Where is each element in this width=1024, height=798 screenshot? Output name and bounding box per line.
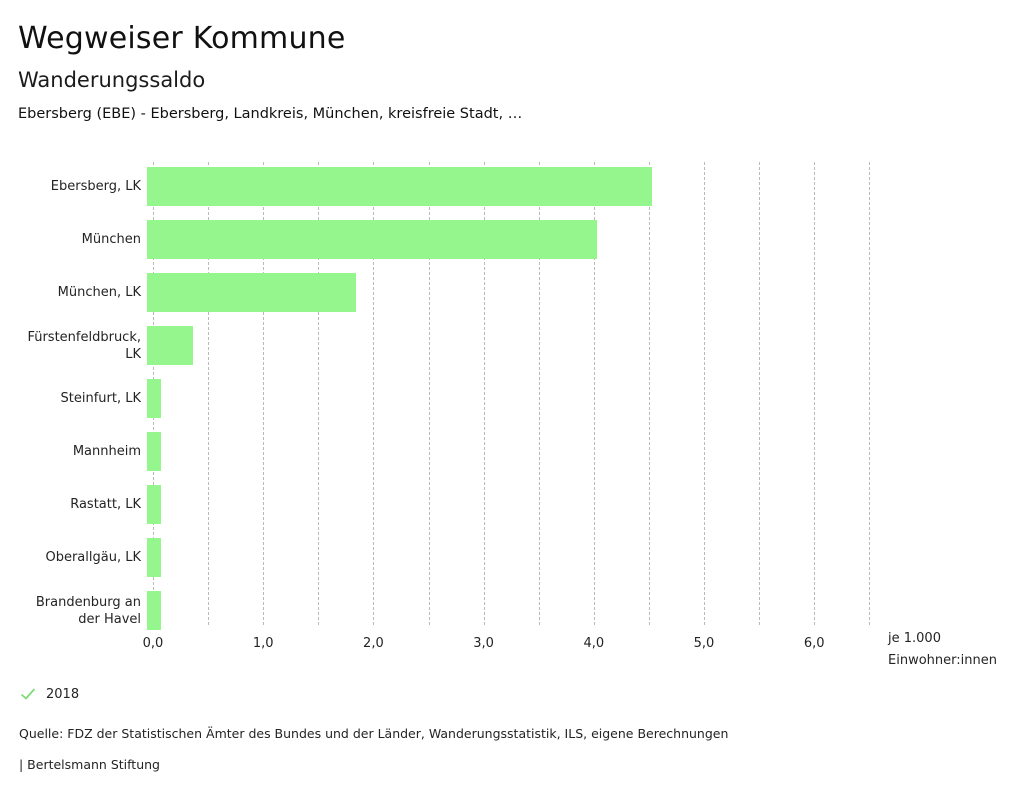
chart-bar[interactable] [147, 379, 162, 418]
chart-bar[interactable] [147, 167, 652, 206]
legend-series-label: 2018 [46, 686, 80, 702]
chart-bar-row: München [0, 213, 1024, 266]
chart-bar[interactable] [147, 591, 162, 630]
chart-bar[interactable] [147, 538, 162, 577]
chart-bar-row: Steinfurt, LK [0, 372, 1024, 425]
x-axis-tick-label: 1,0 [252, 636, 274, 651]
bar-track [147, 584, 1024, 637]
bar-track [147, 160, 1024, 213]
x-axis-tick-label: 3,0 [473, 636, 494, 651]
chart-header: Wegweiser Kommune Wanderungssaldo Ebersb… [18, 0, 1024, 123]
bar-category-label: Steinfurt, LK [60, 391, 142, 406]
chart-bar-row: Rastatt, LK [0, 478, 1024, 531]
check-icon [20, 686, 36, 702]
chart-bar-row: München, LK [0, 266, 1024, 319]
chart-legend[interactable]: 2018 [20, 686, 79, 702]
bar-track [147, 425, 1024, 478]
bar-category-label: München, LK [57, 285, 141, 300]
footer-publisher: | Bertelsmann Stiftung [19, 757, 160, 772]
chart-subtitle: Ebersberg (EBE) - Ebersberg, Landkreis, … [18, 106, 523, 122]
chart-bar[interactable] [147, 326, 194, 365]
x-axis-tick-label: 6,0 [803, 636, 825, 651]
chart-bar-row: Oberallgäu, LK [0, 531, 1024, 584]
chart-footer: Quelle: FDZ der Statistischen Ämter des … [19, 726, 728, 773]
bar-track [147, 478, 1024, 531]
footer-source: Quelle: FDZ der Statistischen Ämter des … [19, 726, 729, 741]
app-title: Wegweiser Kommune [18, 21, 346, 56]
bar-track [147, 266, 1024, 319]
bar-category-label: Mannheim [72, 444, 141, 459]
bar-track [147, 372, 1024, 425]
bar-track [147, 319, 1024, 372]
chart-bar-row: Brandenburg an der Havel [0, 584, 1024, 637]
chart-bar-row: Mannheim [0, 425, 1024, 478]
x-axis-tick-label: 5,0 [693, 636, 715, 651]
bar-category-label: Rastatt, LK [70, 497, 141, 512]
bar-track [147, 213, 1024, 266]
axis-unit-label: je 1.000 Einwohner:innen [888, 631, 997, 668]
chart-bar-row: Ebersberg, LK [0, 160, 1024, 213]
bar-category-label: Oberallgäu, LK [45, 550, 141, 565]
bar-category-label: München [81, 232, 141, 247]
bar-category-label: Fürstenfeldbruck, LK [27, 329, 141, 362]
x-axis-tick-label: 4,0 [583, 636, 605, 651]
bar-category-label: Ebersberg, LK [50, 179, 141, 194]
chart-bar[interactable] [147, 273, 357, 312]
chart-bar-rows: Ebersberg, LK München München, LK Fürstenfe… [0, 160, 1024, 637]
x-axis-tick-label: 0,0 [142, 636, 164, 651]
chart-bar[interactable] [147, 432, 162, 471]
chart-x-axis: 0,0 1,0 2,0 3,0 4,0 5,0 6,0 [0, 630, 1024, 660]
chart-bar[interactable] [147, 220, 597, 259]
chart-bar-row: Fürstenfeldbruck, LK [0, 319, 1024, 372]
chart-plot-area: Ebersberg, LK München München, LK Fürstenfe… [0, 160, 1024, 630]
bar-category-label: Brandenburg an der Havel [35, 594, 141, 627]
x-axis-tick-label: 2,0 [363, 636, 384, 651]
bar-track [147, 531, 1024, 584]
chart-title: Wanderungssaldo [18, 68, 206, 92]
chart-bar[interactable] [147, 485, 162, 524]
